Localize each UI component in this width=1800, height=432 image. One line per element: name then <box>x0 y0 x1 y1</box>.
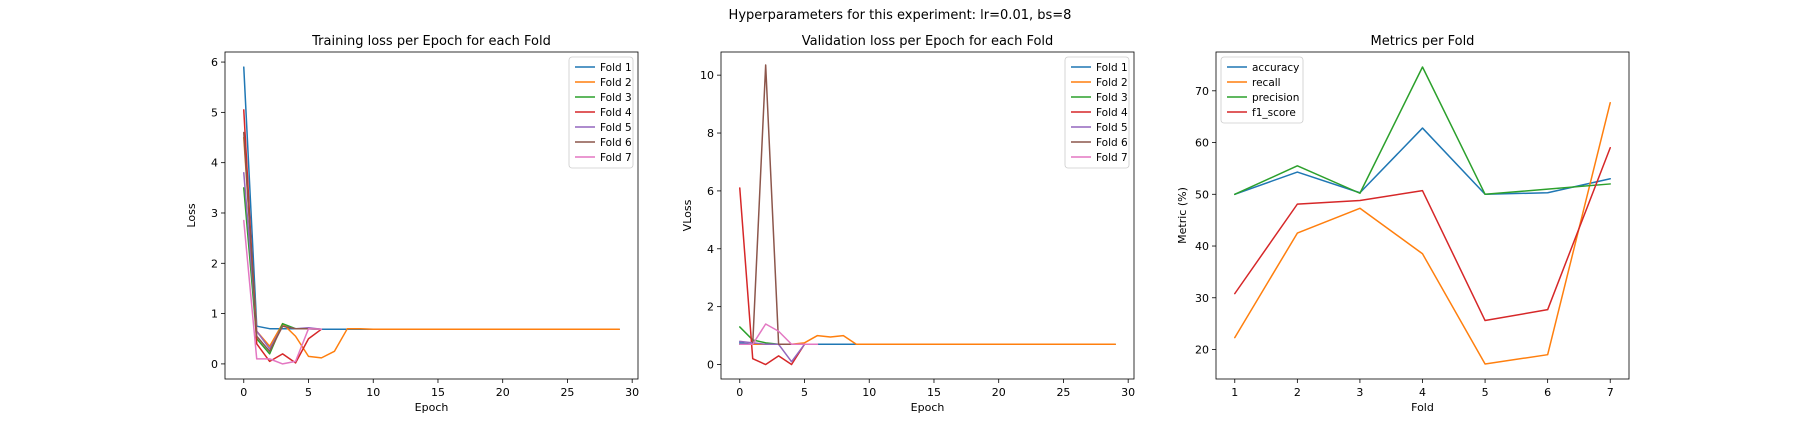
series-line-fold-4 <box>243 109 323 364</box>
x-tick-label: 20 <box>496 386 510 399</box>
x-axis-label: Epoch <box>415 401 449 414</box>
y-tick-label: 4 <box>707 243 714 256</box>
legend-label: Fold 1 <box>600 62 632 74</box>
series-line-fold-6 <box>243 131 323 353</box>
y-axis-label: VLoss <box>681 199 694 231</box>
x-tick-label: 3 <box>1356 386 1363 399</box>
y-tick-label: 2 <box>707 301 714 314</box>
y-tick-label: 8 <box>707 127 714 140</box>
legend-label: f1_score <box>1252 107 1296 119</box>
legend: accuracy recall precision f1_score <box>1220 56 1304 124</box>
y-tick-label: 0 <box>707 359 714 372</box>
series-group <box>243 66 620 365</box>
y-tick-label: 0 <box>211 358 218 371</box>
series-line-precision <box>1234 66 1611 196</box>
legend-box <box>1220 56 1304 124</box>
y-tick-label: 60 <box>1195 137 1209 150</box>
x-tick-label: 1 <box>1231 386 1238 399</box>
legend-label: Fold 2 <box>1096 77 1128 89</box>
series-line-f1-score <box>1234 146 1611 322</box>
y-axis-label: Loss <box>185 203 198 227</box>
chart-3: 1 2 3 4 5 6 7 20 30 40 50 60 70 Metrics per Fold Fold M… <box>1176 34 1630 414</box>
figure-suptitle: Hyperparameters for this experiment: lr=… <box>729 8 1072 23</box>
legend-label: Fold 1 <box>1096 62 1128 74</box>
x-tick-label: 0 <box>240 386 247 399</box>
x-tick-label: 10 <box>366 386 380 399</box>
legend-label: Fold 5 <box>1096 122 1128 134</box>
x-tick-label: 25 <box>560 386 574 399</box>
x-tick-label: 2 <box>1294 386 1301 399</box>
series-line-fold-7 <box>739 323 819 346</box>
legend-label: Fold 2 <box>600 77 632 89</box>
legend: Fold 1 Fold 2 Fold 3 Fold 4 Fold 5 Fold 6 Fold… <box>1064 56 1130 169</box>
legend: Fold 1 Fold 2 Fold 3 Fold 4 Fold 5 Fold 6 Fold… <box>568 56 634 169</box>
x-axis-label: Epoch <box>911 401 945 414</box>
series-line-fold-6 <box>739 64 819 346</box>
y-tick-label: 70 <box>1195 85 1209 98</box>
legend-label: precision <box>1252 92 1299 104</box>
plot-frame <box>720 51 1135 380</box>
x-tick-label: 25 <box>1056 386 1070 399</box>
y-tick-label: 3 <box>211 207 218 220</box>
x-tick-label: 10 <box>862 386 876 399</box>
x-tick-label: 30 <box>1121 386 1135 399</box>
x-tick-label: 5 <box>1482 386 1489 399</box>
y-tick-label: 40 <box>1195 240 1209 253</box>
series-line-recall <box>1234 101 1611 365</box>
legend-label: Fold 6 <box>1096 137 1128 149</box>
y-tick-label: 2 <box>211 257 218 270</box>
series-group <box>1234 66 1611 365</box>
x-axis-label: Fold <box>1411 401 1434 414</box>
series-line-fold-2 <box>739 334 1116 346</box>
legend-label: Fold 7 <box>600 152 632 164</box>
legend-label: Fold 3 <box>1096 92 1128 104</box>
x-tick-label: 30 <box>625 386 639 399</box>
y-axis-label: Metric (%) <box>1176 187 1189 244</box>
legend-box <box>568 56 634 169</box>
x-tick-label: 15 <box>927 386 941 399</box>
y-tick-label: 4 <box>211 157 218 170</box>
legend-label: Fold 4 <box>1096 107 1128 119</box>
y-tick-label: 20 <box>1195 344 1209 357</box>
legend-label: recall <box>1252 77 1281 89</box>
series-line-fold-1 <box>243 66 620 330</box>
x-tick-label: 4 <box>1419 386 1426 399</box>
legend-label: Fold 6 <box>600 137 632 149</box>
x-tick-label: 5 <box>305 386 312 399</box>
chart-title: Training loss per Epoch for each Fold <box>311 34 551 49</box>
legend-label: Fold 7 <box>1096 152 1128 164</box>
chart-2: 0 5 10 15 20 25 30 0 2 4 6 8 10 Validation loss per E… <box>681 34 1135 414</box>
series-line-fold-2 <box>243 136 620 359</box>
series-line-accuracy <box>1234 127 1611 196</box>
legend-label: Fold 4 <box>600 107 632 119</box>
legend-label: accuracy <box>1252 62 1299 74</box>
y-tick-label: 1 <box>211 308 218 321</box>
x-tick-label: 20 <box>992 386 1006 399</box>
y-tick-label: 6 <box>707 185 714 198</box>
y-tick-label: 30 <box>1195 292 1209 305</box>
plot-frame <box>224 51 639 380</box>
chart-title: Validation loss per Epoch for each Fold <box>802 34 1054 49</box>
series-group <box>739 64 1116 366</box>
x-tick-label: 15 <box>431 386 445 399</box>
x-tick-label: 7 <box>1607 386 1614 399</box>
x-tick-label: 5 <box>801 386 808 399</box>
chart-1: 0 5 10 15 20 25 30 0 1 2 3 4 5 6 Training loss per Epo… <box>185 34 639 414</box>
y-tick-label: 50 <box>1195 188 1209 201</box>
series-line-fold-7 <box>243 219 323 365</box>
legend-box <box>1064 56 1130 169</box>
x-tick-label: 6 <box>1544 386 1551 399</box>
legend-label: Fold 5 <box>600 122 632 134</box>
chart-title: Metrics per Fold <box>1371 34 1475 49</box>
y-tick-label: 5 <box>211 106 218 119</box>
legend-label: Fold 3 <box>600 92 632 104</box>
y-tick-label: 10 <box>700 69 714 82</box>
x-tick-label: 0 <box>736 386 743 399</box>
y-tick-label: 6 <box>211 56 218 69</box>
